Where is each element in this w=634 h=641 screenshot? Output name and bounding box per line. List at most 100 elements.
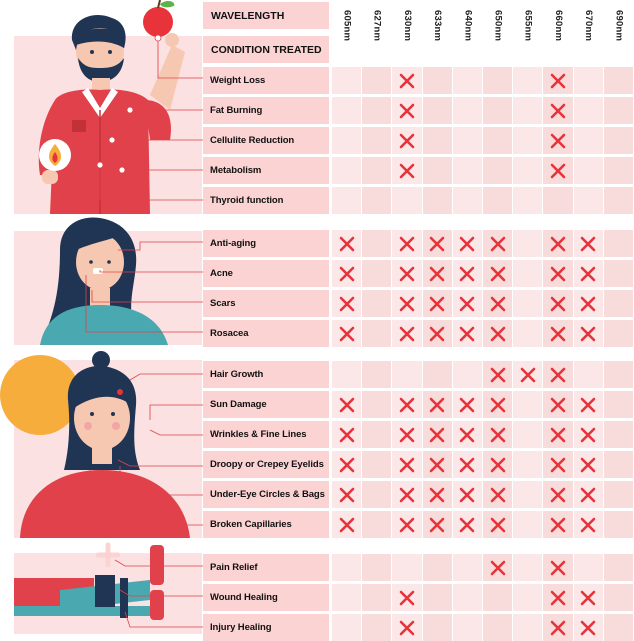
grid-cell xyxy=(513,187,543,214)
x-mark-icon xyxy=(399,266,415,282)
x-mark-icon xyxy=(399,457,415,473)
x-mark-icon xyxy=(429,266,445,282)
wavelength-header: WAVELENGTH xyxy=(203,2,329,29)
grid-cell xyxy=(332,97,362,124)
condition-label: Metabolism xyxy=(203,157,329,184)
grid-cell xyxy=(513,554,543,581)
grid-cell xyxy=(362,554,392,581)
x-mark-icon xyxy=(339,487,355,503)
grid-cell xyxy=(332,127,362,154)
grid-cell xyxy=(603,97,633,124)
x-mark-icon xyxy=(399,326,415,342)
condition-label: Broken Capillaries xyxy=(203,511,329,538)
x-mark-icon xyxy=(459,487,475,503)
x-mark-icon xyxy=(399,133,415,149)
x-mark-icon xyxy=(580,457,596,473)
x-mark-icon xyxy=(459,397,475,413)
x-mark-icon xyxy=(490,397,506,413)
grid-cell xyxy=(422,127,452,154)
grid-cell xyxy=(483,187,513,214)
condition-label: Anti-aging xyxy=(203,230,329,257)
grid-cell xyxy=(513,320,543,347)
x-mark-icon xyxy=(550,620,566,636)
x-mark-icon xyxy=(429,236,445,252)
connector-lines xyxy=(85,34,203,628)
condition-label: Fat Burning xyxy=(203,97,329,124)
x-mark-icon xyxy=(580,236,596,252)
condition-label: Sun Damage xyxy=(203,391,329,418)
grid-cell xyxy=(513,391,543,418)
x-mark-icon xyxy=(550,236,566,252)
legs-illustration xyxy=(14,542,164,620)
grid-cell xyxy=(603,511,633,538)
grid-cell xyxy=(573,97,603,124)
grid-cell xyxy=(362,127,392,154)
condition-label: Pain Relief xyxy=(203,554,329,581)
grid-cell xyxy=(603,230,633,257)
wavelength-label: 660nm xyxy=(552,10,564,42)
x-mark-icon xyxy=(339,296,355,312)
condition-label: Under-Eye Circles & Bags xyxy=(203,481,329,508)
grid-cell xyxy=(543,187,573,214)
x-mark-icon xyxy=(550,266,566,282)
condition-label: Cellulite Reduction xyxy=(203,127,329,154)
man-illustration xyxy=(38,0,185,214)
x-mark-icon xyxy=(399,517,415,533)
x-mark-icon xyxy=(429,397,445,413)
wavelength-label: 633nm xyxy=(432,10,444,42)
x-mark-icon xyxy=(429,457,445,473)
grid-cell xyxy=(483,67,513,94)
flame-icon xyxy=(39,139,71,171)
grid-cell xyxy=(513,127,543,154)
grid-cell xyxy=(452,187,482,214)
grid-cell xyxy=(573,361,603,388)
grid-cell xyxy=(603,391,633,418)
x-mark-icon xyxy=(399,397,415,413)
grid-cell xyxy=(513,67,543,94)
grid-cell xyxy=(422,187,452,214)
grid-cell xyxy=(513,614,543,641)
grid-cell xyxy=(362,584,392,611)
grid-cell xyxy=(422,97,452,124)
grid-cell xyxy=(392,187,422,214)
x-mark-icon xyxy=(490,517,506,533)
x-mark-icon xyxy=(580,326,596,342)
condition-label: Scars xyxy=(203,290,329,317)
grid-cell xyxy=(603,260,633,287)
x-mark-icon xyxy=(550,133,566,149)
grid-cell xyxy=(603,614,633,641)
grid-cell xyxy=(362,451,392,478)
grid-cell xyxy=(483,127,513,154)
grid-cell xyxy=(392,554,422,581)
grid-cell xyxy=(452,157,482,184)
grid-cell xyxy=(573,127,603,154)
x-mark-icon xyxy=(399,163,415,179)
grid-cell xyxy=(362,361,392,388)
grid-cell xyxy=(573,554,603,581)
grid-cell xyxy=(513,260,543,287)
grid-cell xyxy=(603,584,633,611)
grid-cell xyxy=(513,451,543,478)
grid-cell xyxy=(422,584,452,611)
x-mark-icon xyxy=(580,487,596,503)
grid-cell xyxy=(422,361,452,388)
grid-cell xyxy=(392,361,422,388)
condition-label: Wrinkles & Fine Lines xyxy=(203,421,329,448)
x-mark-icon xyxy=(429,517,445,533)
grid-cell xyxy=(603,451,633,478)
grid-cell xyxy=(573,187,603,214)
condition-label: Rosacea xyxy=(203,320,329,347)
x-mark-icon xyxy=(550,296,566,312)
x-mark-icon xyxy=(399,73,415,89)
x-mark-icon xyxy=(550,103,566,119)
x-mark-icon xyxy=(459,296,475,312)
grid-cell xyxy=(573,67,603,94)
wavelength-630nm: 630nm xyxy=(392,0,422,60)
wavelength-633nm: 633nm xyxy=(423,0,453,60)
x-mark-icon xyxy=(399,427,415,443)
grid-cell xyxy=(422,614,452,641)
x-mark-icon xyxy=(339,266,355,282)
x-mark-icon xyxy=(580,517,596,533)
